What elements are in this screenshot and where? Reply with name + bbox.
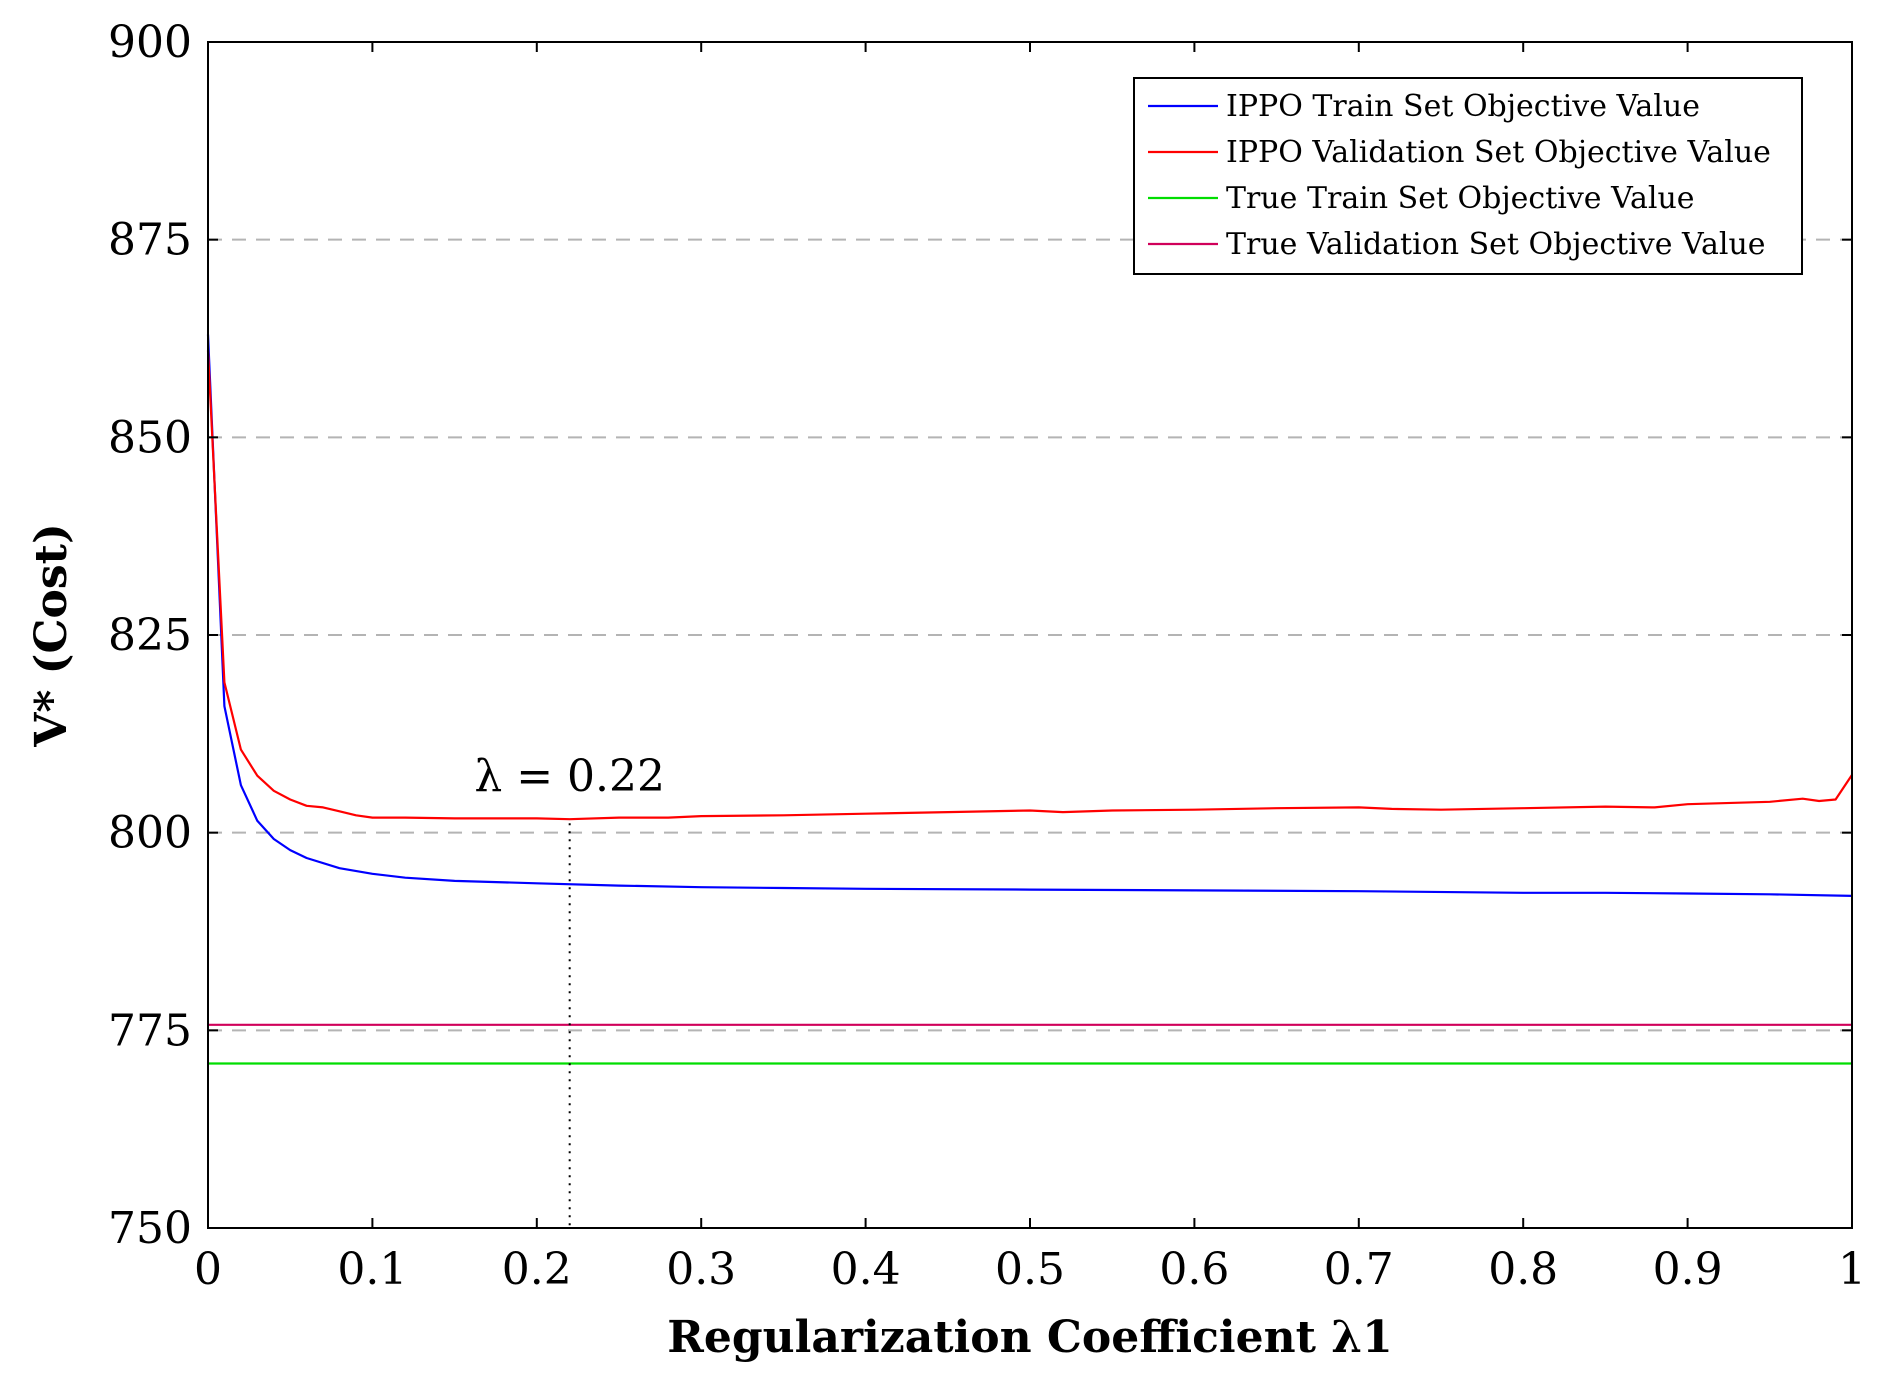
x-tick-label: 0.7: [1324, 1244, 1394, 1295]
x-tick-label: 0.9: [1653, 1244, 1723, 1295]
legend-label: IPPO Validation Set Objective Value: [1226, 135, 1771, 170]
y-tick-label: 875: [108, 215, 192, 266]
x-axis-title: Regularization Coefficient λ1: [667, 1312, 1392, 1363]
x-tick-label: 0.5: [995, 1244, 1065, 1295]
grid: [208, 238, 1852, 1032]
legend-label: True Train Set Objective Value: [1226, 181, 1695, 216]
legend: IPPO Train Set Objective Value IPPO Valid…: [1133, 77, 1803, 275]
x-tick-label: 0.6: [1159, 1244, 1229, 1295]
annotation-group: λ = 0.22: [474, 751, 665, 1228]
annotation-label: λ = 0.22: [474, 751, 665, 802]
x-tick-label: 0.8: [1488, 1244, 1558, 1295]
x-tick-label: 0.3: [666, 1244, 736, 1295]
y-tick-label: 850: [108, 412, 192, 463]
x-tick-label: 0.2: [502, 1244, 572, 1295]
y-tick-label: 825: [108, 610, 192, 661]
y-tick-label: 900: [108, 17, 192, 68]
legend-label: True Validation Set Objective Value: [1226, 227, 1766, 262]
axis-ticks: 750 775 800 825 850 875 900 0 0.1 0.2 0.3 0.4 0.5 0.6…: [108, 17, 1866, 1295]
x-tick-label: 1: [1838, 1244, 1866, 1295]
legend-label: IPPO Train Set Objective Value: [1226, 89, 1700, 124]
y-tick-label: 750: [108, 1203, 192, 1254]
series-line-1: [206, 334, 1853, 897]
legend-box: [1133, 77, 1803, 275]
x-tick-label: 0.4: [831, 1244, 901, 1295]
series-line-2: [206, 350, 1853, 821]
series-group: [206, 334, 1853, 1065]
y-tick-label: 800: [108, 808, 192, 859]
x-tick-label: 0: [194, 1244, 222, 1295]
x-tick-label: 0.1: [337, 1244, 407, 1295]
y-tick-label: 775: [108, 1005, 192, 1056]
y-axis-title: V* (Cost): [26, 523, 77, 748]
